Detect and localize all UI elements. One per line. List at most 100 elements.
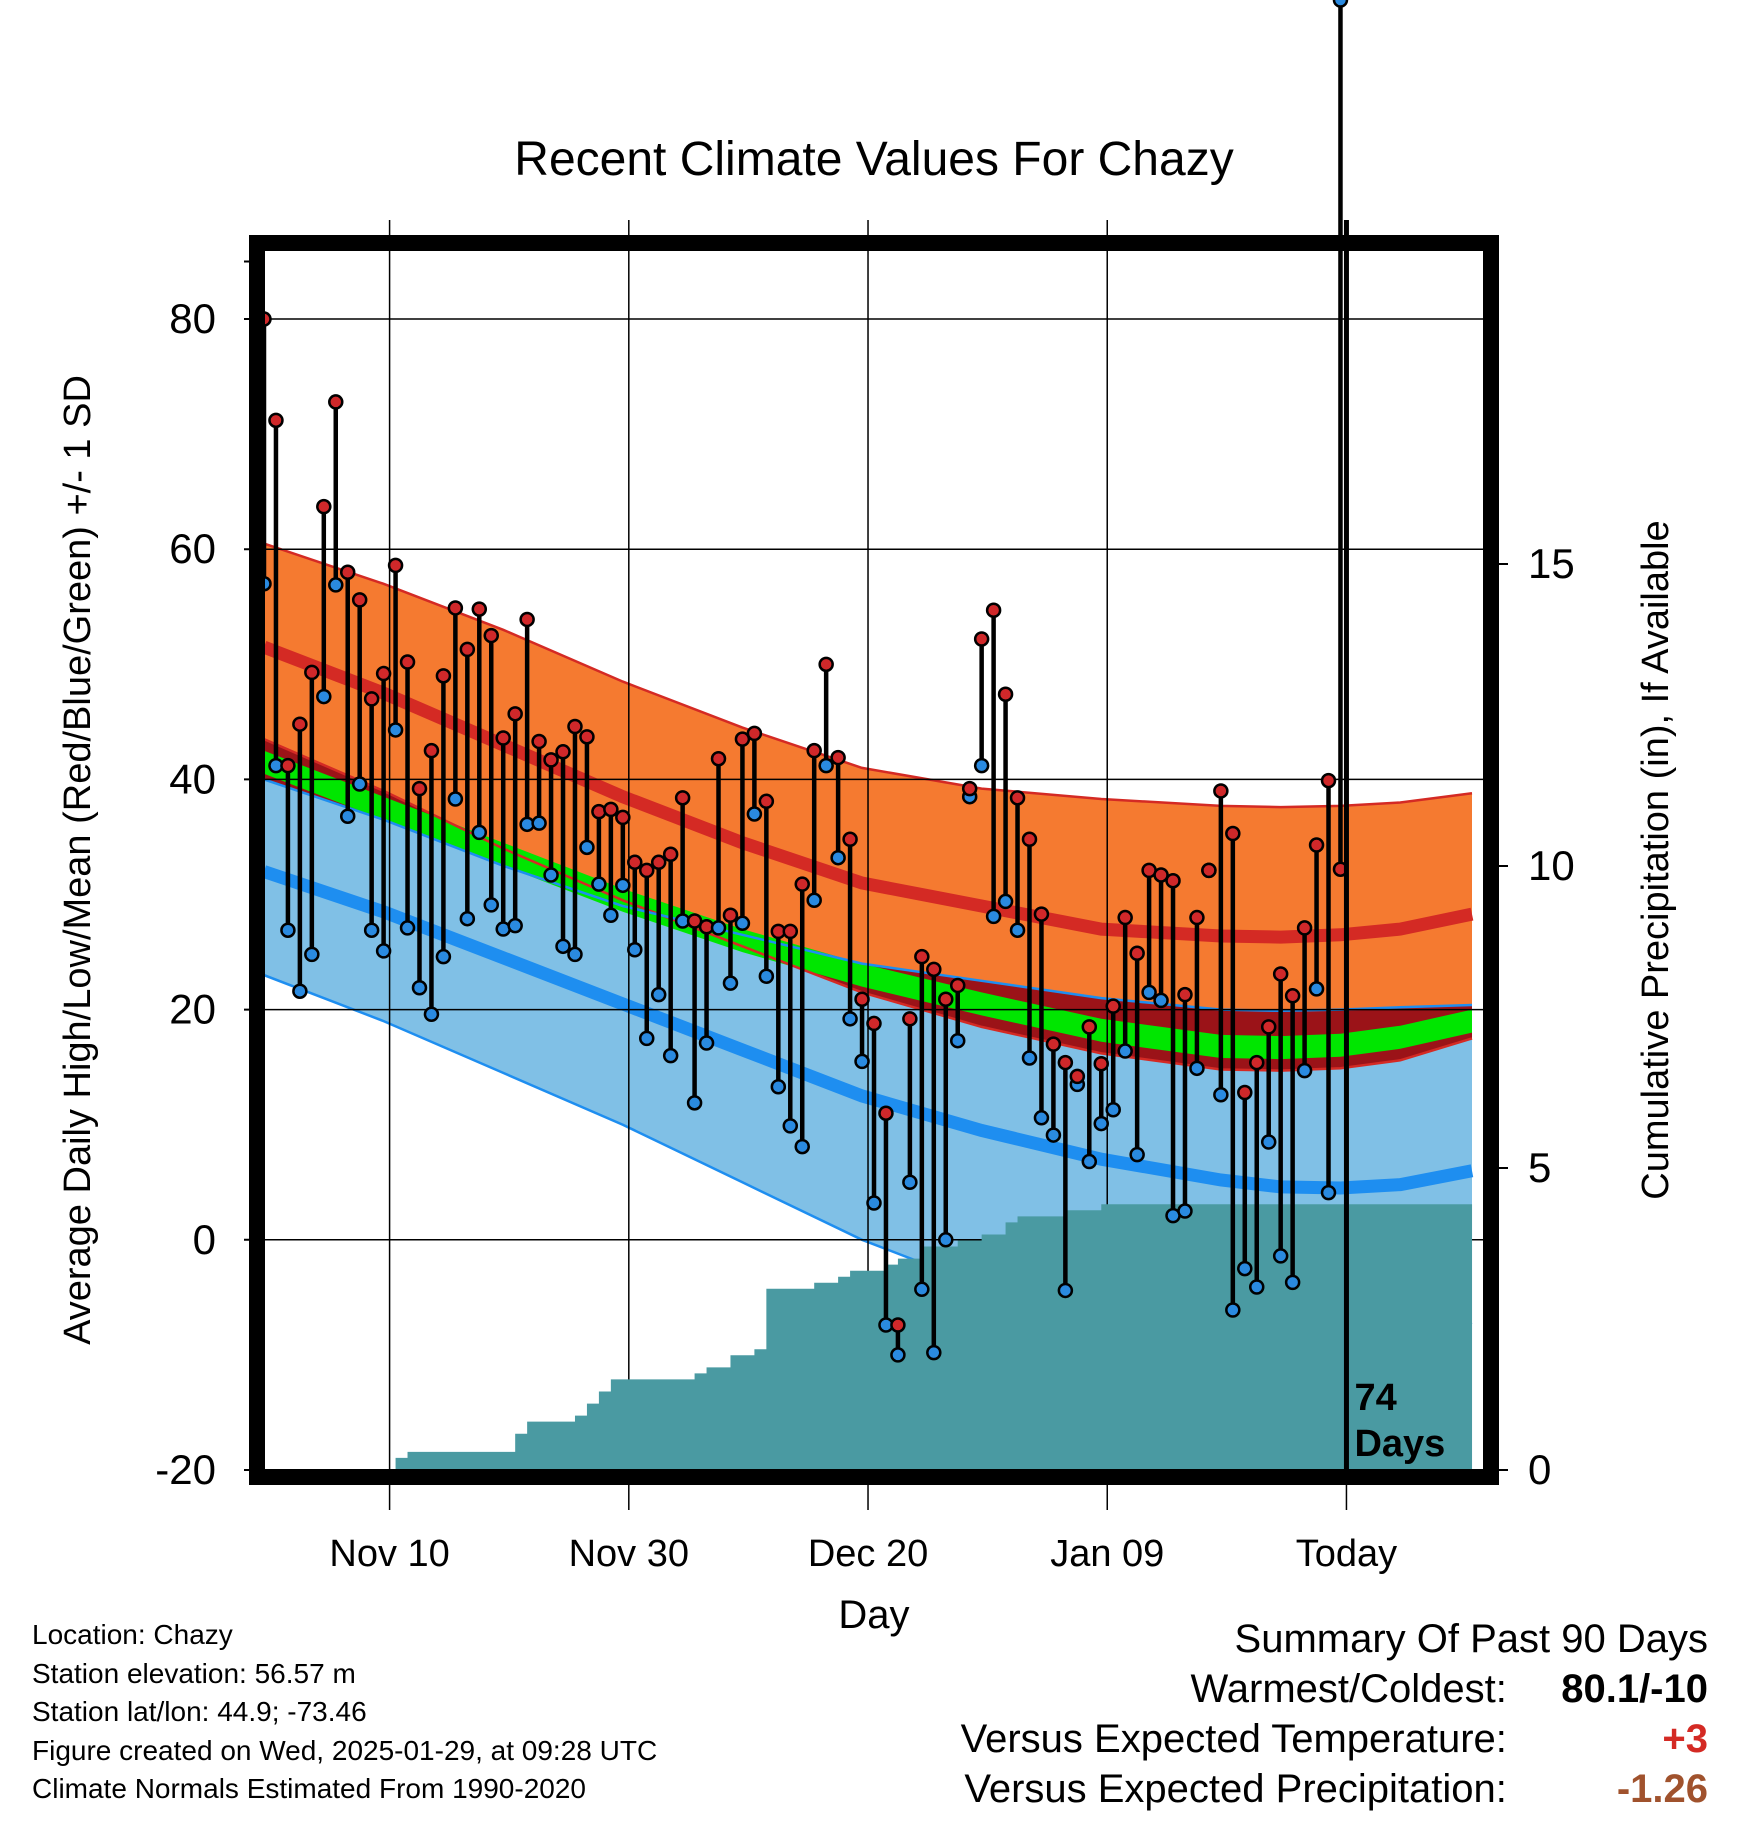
high-marker [471,601,488,617]
y2-axis-label: Cumulative Precipitation (in), If Availa… [1635,520,1677,1199]
high-marker [686,913,703,929]
temp-value: +3 [1662,1717,1708,1761]
high-marker [615,809,631,826]
low-marker [1284,1274,1301,1291]
precip-label: Versus Expected Precipitation: [964,1767,1507,1811]
low-marker [531,815,547,831]
low-marker [423,1006,440,1022]
high-marker [782,923,799,940]
high-marker [806,742,822,759]
low-marker [638,1030,655,1047]
low-marker [280,922,296,938]
low-marker [1045,1127,1062,1143]
high-marker [902,1011,918,1027]
high-marker [339,564,356,581]
low-marker [483,897,500,913]
low-marker [806,892,822,909]
high-marker [1021,831,1038,848]
low-marker [698,1035,715,1051]
high-marker [949,977,966,994]
low-marker [1021,1050,1038,1066]
high-marker [519,611,535,628]
low-marker [1081,1153,1098,1170]
low-marker [794,1138,810,1155]
high-marker [1081,1019,1098,1035]
low-marker [782,1118,799,1134]
low-marker [1129,1146,1145,1163]
low-marker [949,1032,966,1049]
high-marker [1153,867,1169,883]
low-marker [734,915,751,932]
high-marker [316,498,332,515]
high-marker [1237,1084,1253,1101]
low-marker [866,1195,882,1211]
high-marker [1057,1054,1074,1071]
warm-cold-label: Warmest/Coldest: [1190,1667,1507,1711]
high-marker [1308,837,1325,853]
high-marker [1129,945,1145,961]
low-marker [1237,1260,1253,1277]
high-marker [818,656,834,673]
low-marker [1308,981,1325,997]
summary-title: Summary Of Past 90 Days [1234,1617,1708,1661]
low-marker [926,1344,942,1361]
low-marker [627,942,643,958]
low-marker [1260,1134,1277,1150]
x-tick-label: Nov 30 [569,1533,689,1575]
high-marker [483,627,500,644]
low-marker [603,907,619,923]
high-marker [459,641,476,658]
high-marker [1201,862,1217,879]
high-marker [603,801,619,818]
low-marker [1141,984,1157,1001]
y2-tick-label: 0 [1528,1446,1551,1493]
high-marker [1260,1019,1277,1035]
low-marker [555,938,571,955]
low-marker [399,920,416,936]
low-marker [339,808,356,825]
low-marker [650,986,667,1003]
high-marker [1045,1036,1062,1052]
x-axis-label: Day [838,1593,909,1637]
high-marker [375,665,392,682]
high-marker [961,780,978,797]
low-marker [1177,1203,1193,1219]
high-marker [280,757,296,774]
low-marker [459,910,476,927]
x-tick-label: Today [1296,1533,1397,1575]
high-marker [1189,909,1205,926]
y-tick-label: 60 [169,525,216,572]
precipitation [264,1204,1473,1470]
high-marker [938,991,954,1008]
y2-tick-label: 10 [1528,842,1575,889]
low-marker [1248,1279,1265,1295]
low-marker [471,824,488,841]
station-info: Location: Chazy Station elevation: 56.57… [32,1616,657,1809]
y-tick-label: 0 [193,1216,216,1263]
axes: -20 0 20 40 60 80 0 5 10 15 Nov 10 Nov 30 Dec 20 Jan … [155,220,1575,1575]
high-marker [387,557,404,574]
high-marker [268,412,284,429]
y-tick-label: 80 [169,295,216,342]
low-marker [316,688,332,705]
low-marker [1105,1102,1121,1118]
high-marker [1165,872,1181,889]
high-marker [1009,790,1026,806]
low-marker [1033,1110,1050,1126]
low-marker [662,1047,679,1064]
low-marker [746,806,763,822]
high-marker [495,730,511,746]
high-marker [627,854,643,871]
high-marker [363,691,380,707]
high-marker [1320,772,1337,789]
high-marker [399,654,416,670]
high-marker [1093,1055,1110,1072]
low-marker [1093,1115,1110,1132]
high-marker [423,742,440,759]
high-marker [579,729,595,745]
high-marker [1272,966,1289,982]
low-marker [914,1281,930,1298]
low-marker [387,722,404,738]
x-tick-label: Dec 20 [808,1533,928,1575]
